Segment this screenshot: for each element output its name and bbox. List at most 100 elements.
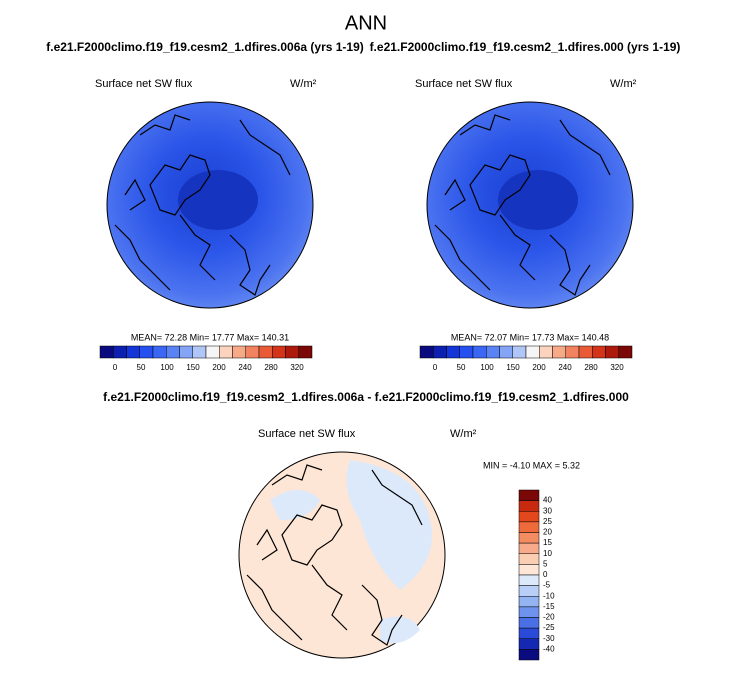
colorbar-swatch [565, 345, 580, 359]
colorbar-label: 0 [543, 570, 548, 579]
colorbar-swatch [578, 345, 593, 359]
colorbar-swatch [152, 345, 167, 359]
colorbar-swatch [113, 345, 127, 359]
colorbar-swatch [518, 532, 540, 544]
colorbar-swatch [433, 345, 447, 359]
colorbar-swatch [518, 489, 540, 501]
colorbar-swatch [518, 564, 540, 576]
map-panel [106, 101, 314, 309]
colorbar-label: 280 [264, 363, 278, 372]
colorbar-swatch [518, 574, 540, 586]
colorbar-swatch [592, 345, 606, 359]
map-panel [238, 451, 446, 659]
colorbar-swatch [472, 345, 487, 359]
colorbar-swatch [525, 345, 540, 359]
colorbar-swatch [179, 345, 193, 359]
colorbar-swatch [499, 345, 513, 359]
colorbar-label: 50 [457, 363, 466, 372]
map-region [346, 460, 432, 590]
colorbar-swatch [605, 345, 619, 359]
colorbar-label: 100 [160, 363, 174, 372]
stats-label: MEAN= 72.28 Min= 17.77 Max= 140.31 [131, 332, 289, 342]
colorbar-swatch [419, 345, 434, 359]
units-label: W/m² [450, 428, 477, 440]
colorbar-label: 200 [212, 363, 226, 372]
colorbar-label: 50 [137, 363, 146, 372]
variable-label: Surface net SW flux [95, 78, 193, 90]
map-panel [426, 101, 634, 309]
colorbar-label: 240 [558, 363, 572, 372]
colorbar-swatch [258, 345, 273, 359]
colorbar-label: 5 [543, 559, 548, 568]
colorbar-label: 320 [290, 363, 304, 372]
colorbar-swatch [518, 596, 540, 608]
stats-label: MEAN= 72.07 Min= 17.73 Max= 140.48 [451, 332, 609, 342]
colorbar-label: 100 [480, 363, 494, 372]
colorbar-label: -40 [543, 644, 555, 653]
colorbar-label: -25 [543, 623, 555, 632]
colorbar-swatch [552, 345, 566, 359]
colorbar-label: 150 [506, 363, 520, 372]
colorbar-label: 200 [532, 363, 546, 372]
colorbar-swatch [192, 345, 207, 359]
colorbar-label: -5 [543, 581, 551, 590]
colorbar-label: 10 [543, 549, 552, 558]
colorbar-label: 0 [433, 363, 438, 372]
stats-label: MIN = -4.10 MAX = 5.32 [483, 460, 580, 470]
colorbar-label: 320 [610, 363, 624, 372]
map-region [178, 170, 258, 230]
colorbar-swatch [518, 542, 540, 554]
colorbar-swatch [446, 345, 460, 359]
colorbar-swatch [486, 345, 500, 359]
panel-title: f.e21.F2000climo.f19_f19.cesm2_1.dfires.… [103, 390, 629, 404]
colorbar-swatch [518, 585, 540, 597]
map-region [270, 490, 320, 520]
colorbar-swatch [518, 521, 540, 533]
colorbar-label: 150 [186, 363, 200, 372]
colorbar-swatch [618, 345, 633, 359]
units-label: W/m² [610, 78, 637, 90]
figure-title: ANN [345, 12, 387, 34]
colorbar-swatch [272, 345, 286, 359]
colorbar-swatch [518, 553, 540, 565]
colorbar-label: -20 [543, 613, 555, 622]
colorbar-label: 15 [543, 538, 552, 547]
colorbar-label: 280 [584, 363, 598, 372]
colorbar-swatch [518, 627, 540, 639]
colorbar-label: 30 [543, 506, 552, 515]
units-label: W/m² [290, 78, 317, 90]
panel-title: f.e21.F2000climo.f19_f19.cesm2_1.dfires.… [46, 40, 364, 54]
colorbar-swatch [539, 345, 553, 359]
panel-title: f.e21.F2000climo.f19_f19.cesm2_1.dfires.… [370, 40, 681, 54]
colorbar-swatch [285, 345, 299, 359]
colorbar-swatch [99, 345, 114, 359]
colorbar-swatch [245, 345, 260, 359]
colorbar-swatch [518, 638, 540, 650]
colorbar-swatch [139, 345, 154, 359]
colorbar-swatch [518, 617, 540, 629]
colorbar-swatch [459, 345, 474, 359]
colorbar-swatch [518, 500, 540, 512]
map-region [498, 170, 578, 230]
colorbar-swatch [219, 345, 233, 359]
colorbar-label: 25 [543, 517, 552, 526]
colorbar-label: 240 [238, 363, 252, 372]
colorbar-swatch [166, 345, 180, 359]
colorbar-swatch [298, 345, 313, 359]
colorbar-label: -30 [543, 634, 555, 643]
colorbar-label: 0 [113, 363, 118, 372]
colorbar-label: -15 [543, 602, 555, 611]
colorbar-swatch [518, 606, 540, 618]
colorbar-label: 20 [543, 528, 552, 537]
colorbar-label: -10 [543, 591, 555, 600]
colorbar-swatch [518, 511, 540, 523]
colorbar-swatch [205, 345, 220, 359]
colorbar-swatch [126, 345, 140, 359]
variable-label: Surface net SW flux [258, 428, 356, 440]
colorbar-label: 40 [543, 496, 552, 505]
colorbar-swatch [232, 345, 246, 359]
colorbar-swatch [518, 649, 540, 661]
variable-label: Surface net SW flux [415, 78, 513, 90]
colorbar-swatch [512, 345, 527, 359]
